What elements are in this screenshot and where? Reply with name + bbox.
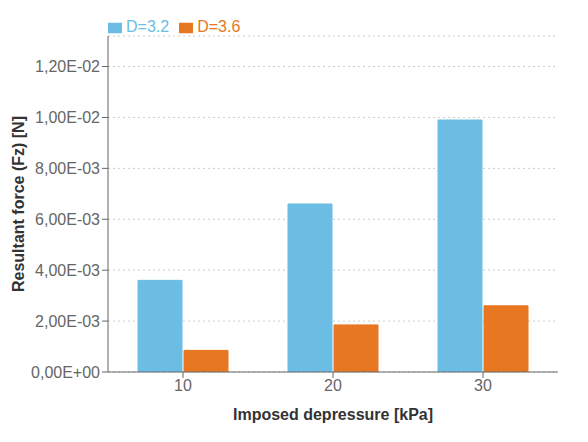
svg-text:1,20E-02: 1,20E-02 — [35, 58, 100, 75]
svg-text:1,00E-02: 1,00E-02 — [35, 109, 100, 126]
svg-text:4,00E-03: 4,00E-03 — [35, 262, 100, 279]
svg-text:8,00E-03: 8,00E-03 — [35, 160, 100, 177]
svg-text:0,00E+00: 0,00E+00 — [31, 364, 100, 381]
svg-text:Imposed depressure [kPa]: Imposed depressure [kPa] — [233, 406, 433, 423]
svg-text:2,00E-03: 2,00E-03 — [35, 313, 100, 330]
html-text:D=3.2: D=3.2 — [126, 18, 170, 35]
svg-text:30: 30 — [474, 377, 492, 394]
svg-text:20: 20 — [324, 377, 342, 394]
svg-text:Resultant force (Fz) [N]: Resultant force (Fz) [N] — [10, 116, 27, 292]
html-text:D=3.6: D=3.6 — [197, 18, 241, 35]
svg-text:6,00E-03: 6,00E-03 — [35, 211, 100, 228]
svg-text:10: 10 — [174, 377, 192, 394]
